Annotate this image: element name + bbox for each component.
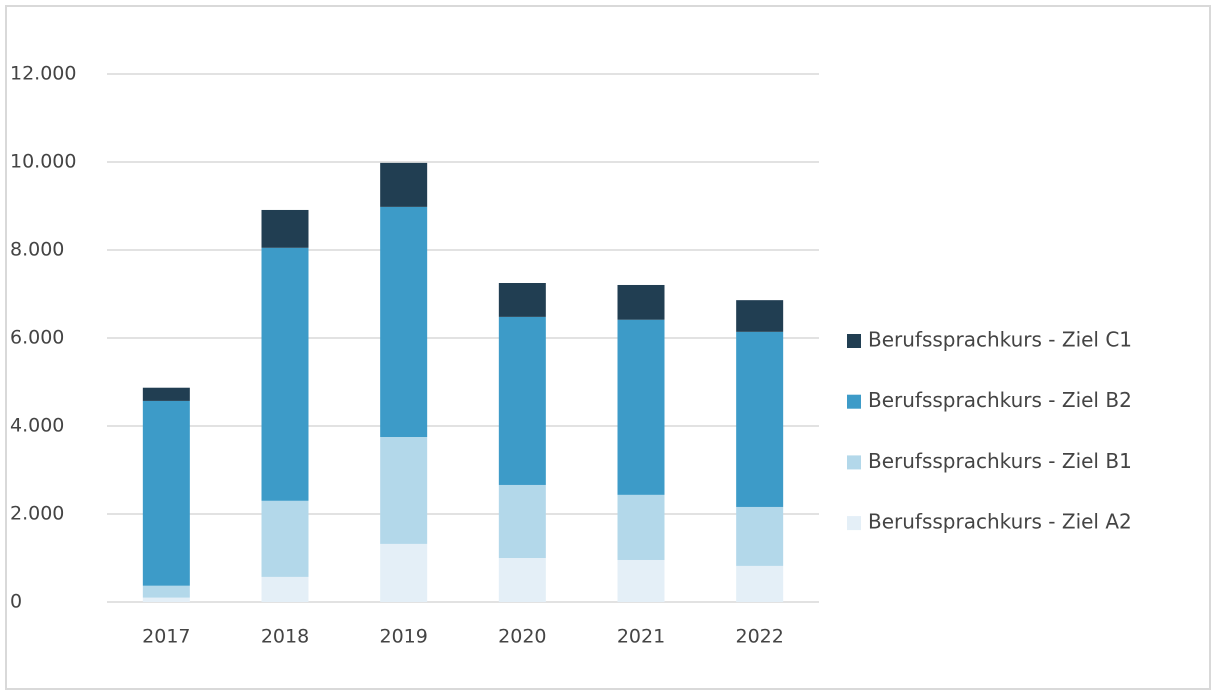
bar-segment xyxy=(498,484,546,558)
bar-segment xyxy=(261,247,309,501)
y-tick-label: 4.000 xyxy=(10,415,64,437)
x-tick-label: 2021 xyxy=(617,626,665,648)
bar-segment xyxy=(142,387,190,401)
bar-segment xyxy=(498,283,546,317)
bar-segment xyxy=(617,319,665,495)
bar-segment xyxy=(142,585,190,598)
x-tick-label: 2017 xyxy=(142,626,190,648)
legend-swatch xyxy=(847,394,861,409)
legend-swatch xyxy=(847,455,861,470)
legend-swatch xyxy=(847,334,861,348)
legend-label: Berufssprachkurs - Ziel B1 xyxy=(868,449,1132,473)
y-tick-label: 10.000 xyxy=(10,151,76,173)
bar-segment xyxy=(142,597,190,602)
bar-segment xyxy=(736,565,784,602)
y-tick-label: 6.000 xyxy=(10,327,64,349)
bar-segment xyxy=(736,300,784,332)
bar-segment xyxy=(380,437,428,544)
bar-segment xyxy=(736,331,784,507)
bar-segment xyxy=(261,576,309,602)
x-tick-label: 2018 xyxy=(261,626,309,648)
y-tick-label: 0 xyxy=(10,591,22,613)
bar-segment xyxy=(617,494,665,560)
y-tick-label: 12.000 xyxy=(10,63,76,85)
x-tick-label: 2022 xyxy=(735,626,783,648)
bar-segment xyxy=(498,558,546,602)
legend-swatch xyxy=(847,516,861,531)
bar-segment xyxy=(498,316,546,485)
bar-segment xyxy=(142,400,190,586)
y-tick-label: 2.000 xyxy=(10,503,64,525)
legend-label: Berufssprachkurs - Ziel A2 xyxy=(868,510,1132,534)
bar-segment xyxy=(261,500,309,577)
legend-label: Berufssprachkurs - Ziel C1 xyxy=(868,328,1132,352)
bar-segment xyxy=(617,559,665,602)
y-tick-label: 8.000 xyxy=(10,239,64,261)
bar-segment xyxy=(736,506,784,566)
bar-segment xyxy=(380,206,428,437)
chart-border xyxy=(5,5,1211,690)
bar-segment xyxy=(617,284,665,320)
bar-segment xyxy=(380,543,428,602)
x-tick-label: 2019 xyxy=(379,626,427,648)
bar-segment xyxy=(261,209,309,248)
bar-segment xyxy=(380,162,428,207)
x-tick-label: 2020 xyxy=(498,626,546,648)
legend-label: Berufssprachkurs - Ziel B2 xyxy=(868,388,1132,412)
